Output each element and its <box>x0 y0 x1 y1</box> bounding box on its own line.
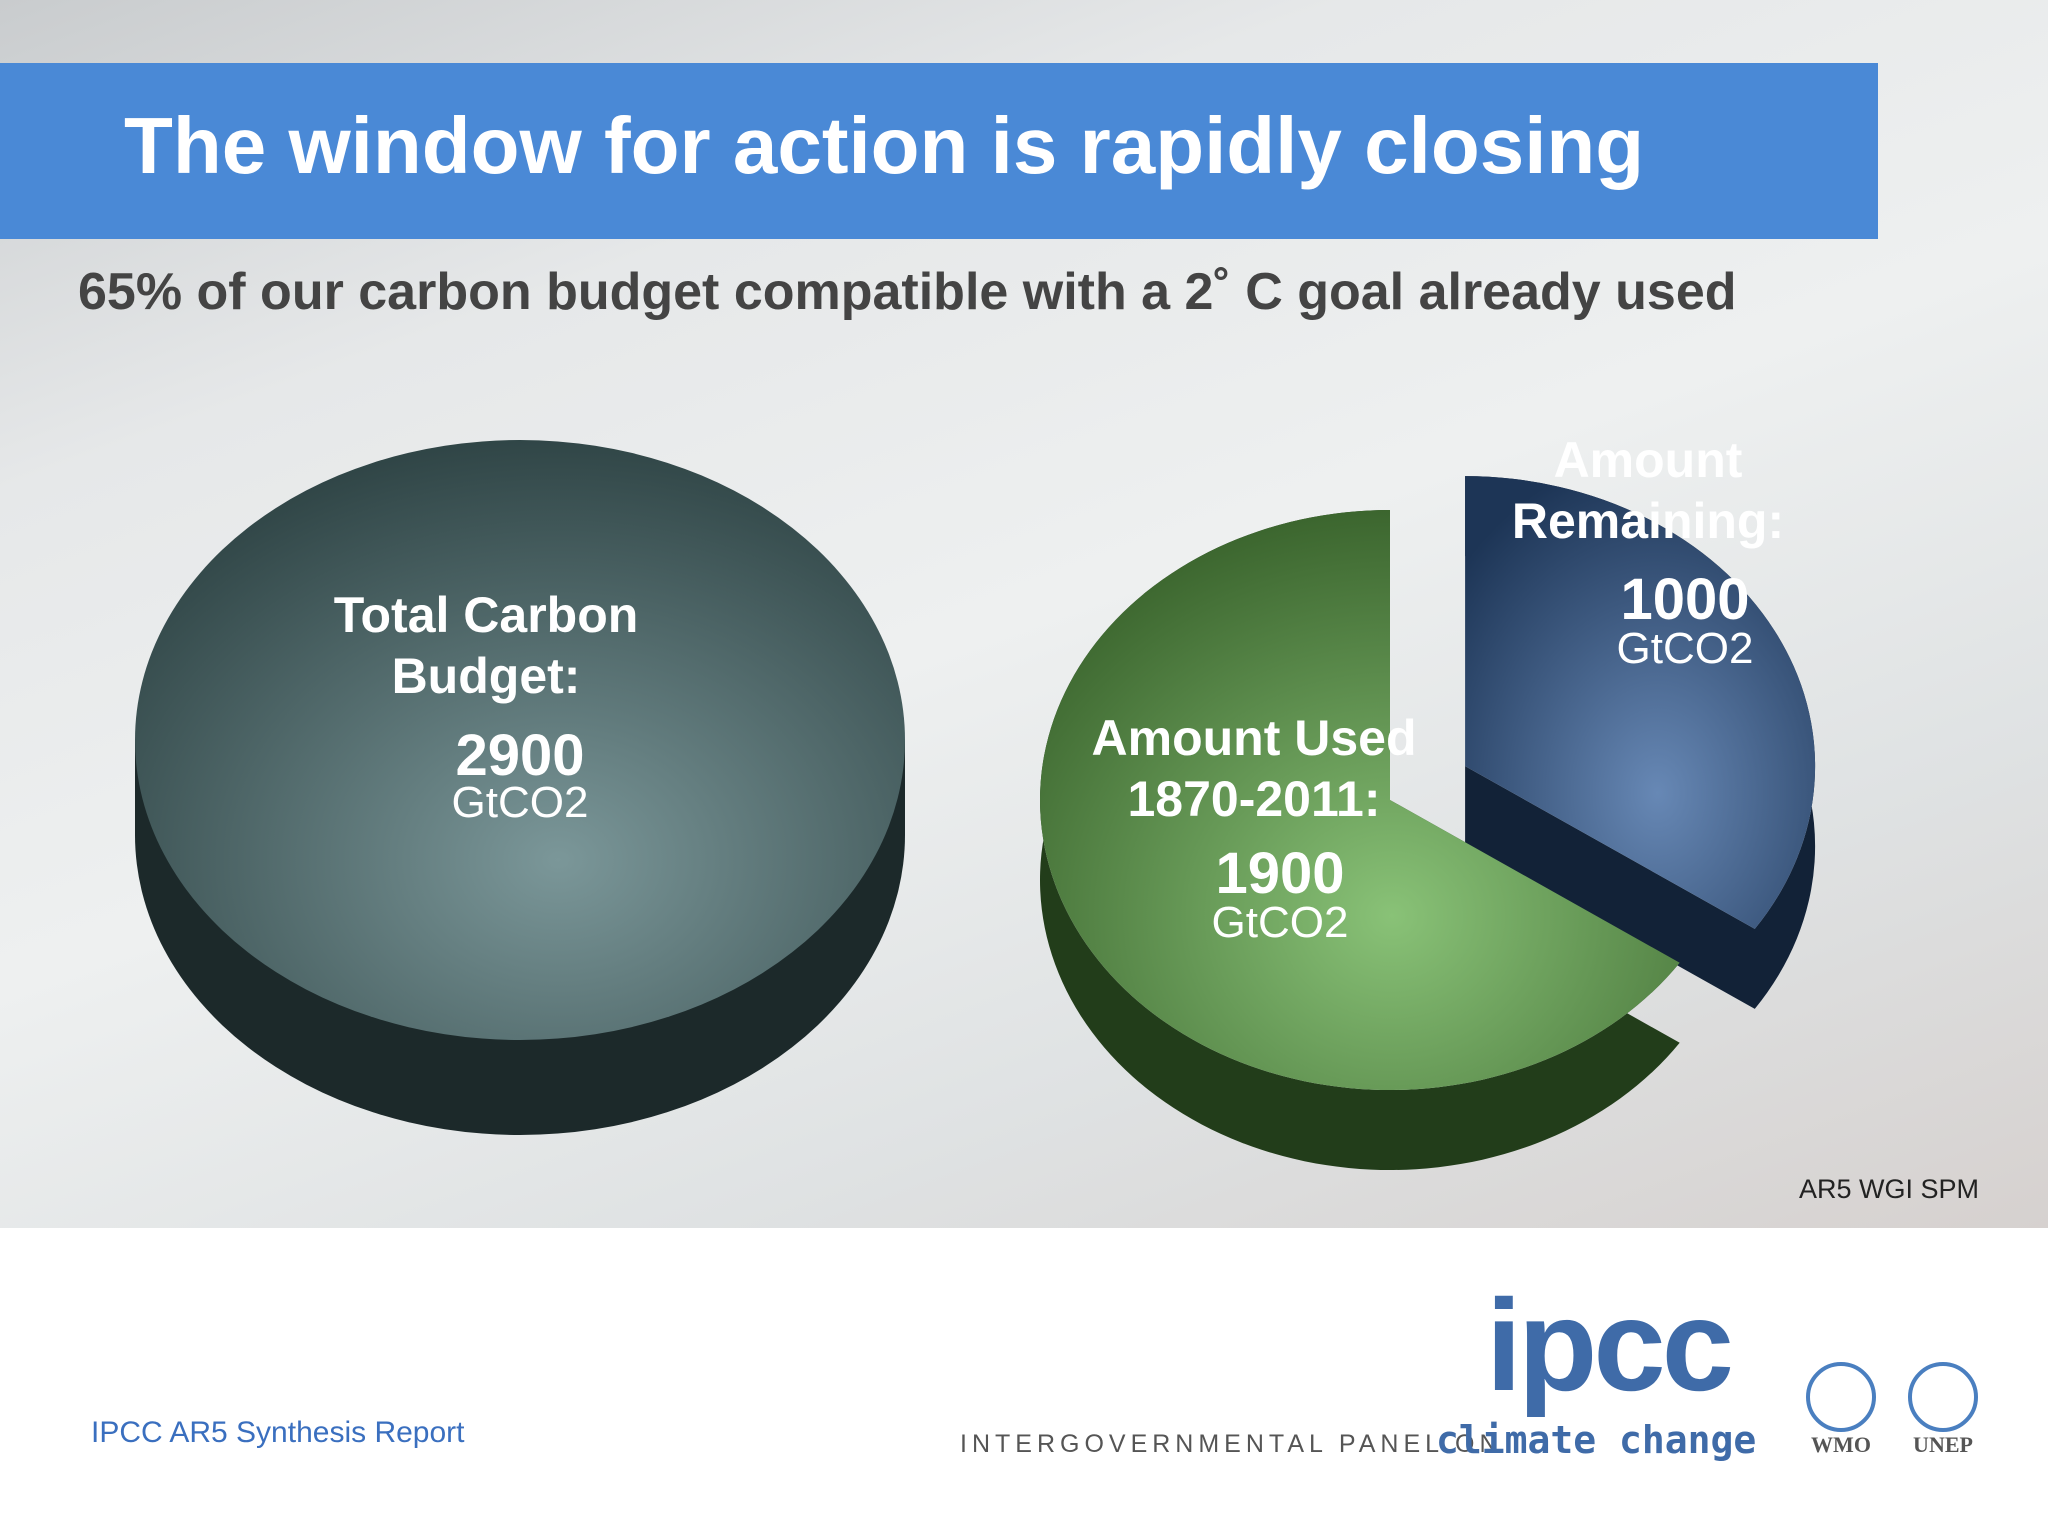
emblem <box>1806 1362 1876 1432</box>
unit-label: GtCO2 <box>1211 898 1349 947</box>
partner: UNEP <box>1913 1432 1973 1457</box>
subtitle: 65% of our carbon budget compatible with… <box>78 263 1737 321</box>
footer-text: IPCC AR5 Synthesis Report <box>91 1416 465 1449</box>
logo: ipcc <box>1485 1272 1734 1418</box>
value-label: 2900 <box>455 723 585 788</box>
unit-label: GtCO2 <box>451 778 589 827</box>
title-bar <box>0 63 1878 239</box>
slice-label: Amount Remaining: <box>1511 432 1785 549</box>
slice <box>1465 476 1816 929</box>
unit-label: GtCO2 <box>1616 624 1754 673</box>
slice <box>135 440 905 1040</box>
org-name: INTERGOVERNMENTAL PANEL ON <box>960 1430 1503 1458</box>
source: AR5 WGI SPM <box>1798 1174 1979 1204</box>
slice-label: Total Carbon Budget: <box>333 587 639 704</box>
value-label: 1900 <box>1215 841 1345 906</box>
org-name: climate change <box>1436 1418 1757 1462</box>
partner: WMO <box>1811 1432 1871 1457</box>
slice <box>1040 509 1680 1090</box>
slice-label: Amount Used 1870-2011: <box>1091 710 1417 827</box>
title: The window for action is rapidly closing <box>124 101 1645 190</box>
value-label: 1000 <box>1620 567 1750 632</box>
emblem <box>1908 1362 1978 1432</box>
